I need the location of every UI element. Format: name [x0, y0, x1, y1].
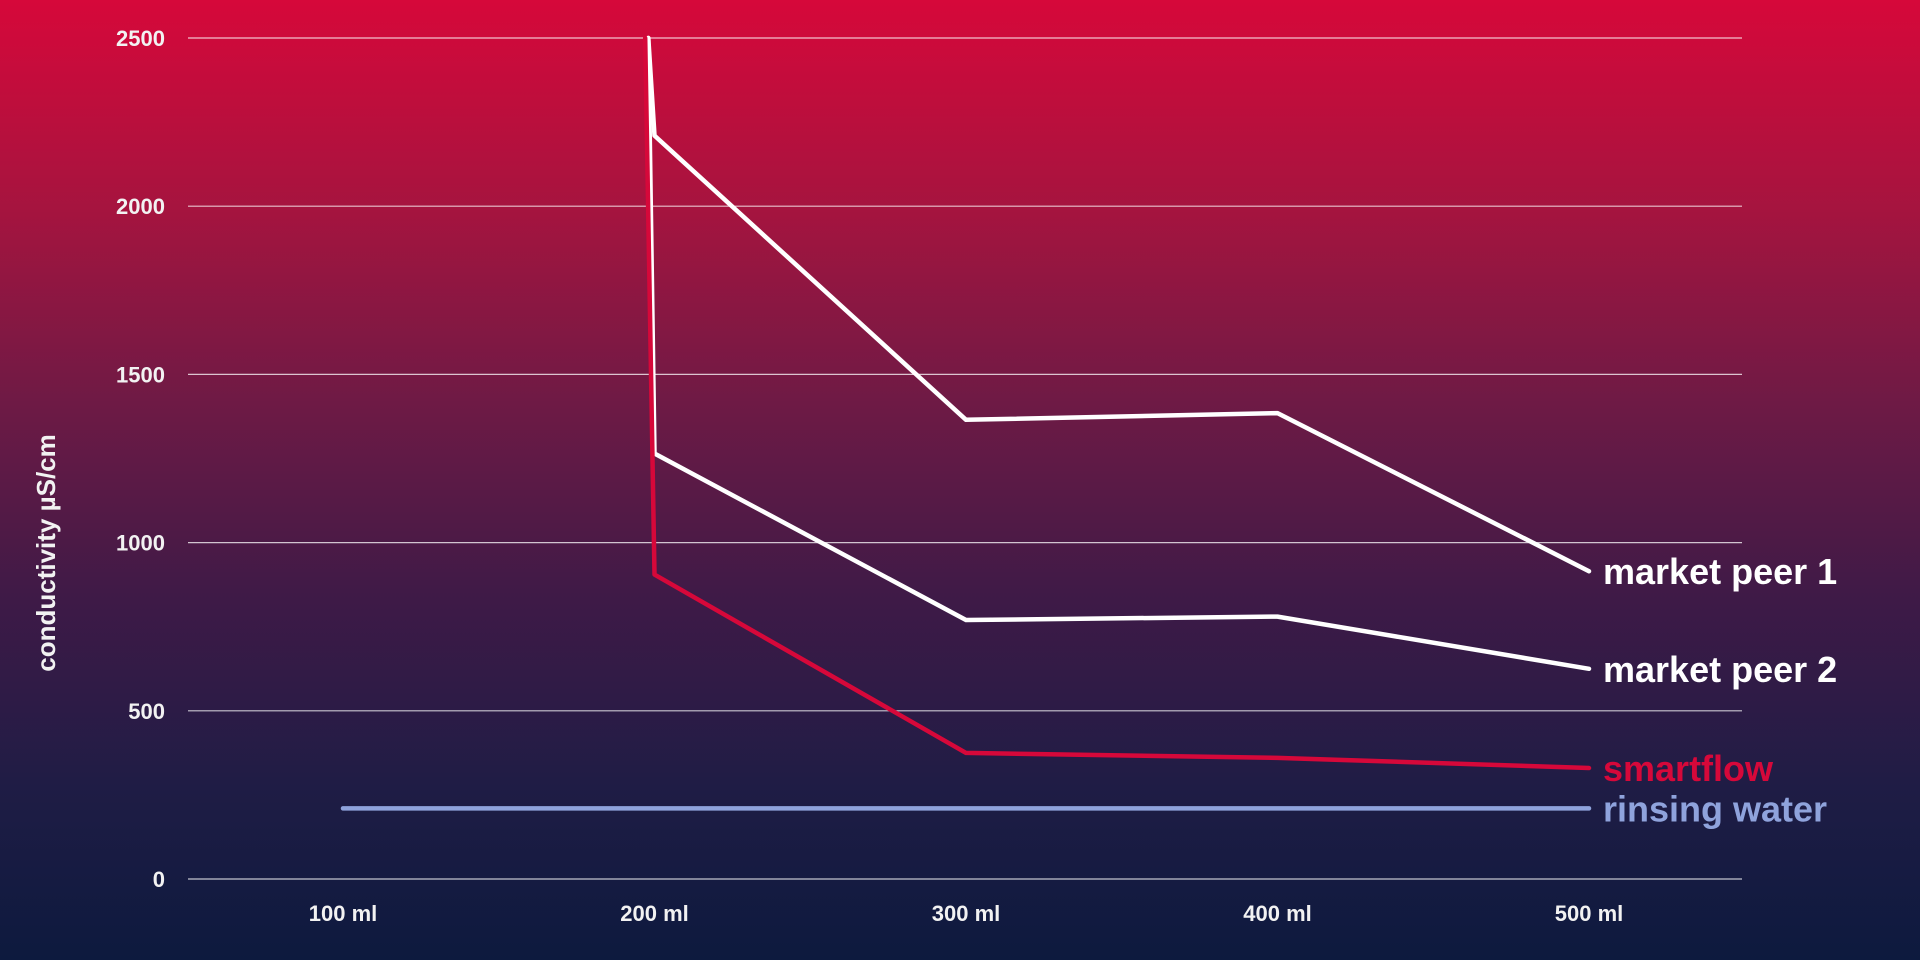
- series-label-smartflow: smartflow: [1603, 748, 1774, 789]
- series-labels: market peer 1 market peer 2 smartflowrinsi…: [1603, 551, 1837, 829]
- series-line-market-peer-2: [646, 35, 1592, 672]
- x-tick-label: 500 ml: [1555, 901, 1624, 926]
- x-tick-label: 200 ml: [620, 901, 689, 926]
- y-axis-title: conductivity µS/cm: [31, 434, 61, 671]
- y-tick-label: 0: [153, 867, 165, 892]
- x-tick-label: 400 ml: [1243, 901, 1312, 926]
- x-tick-label: 300 ml: [932, 901, 1001, 926]
- series-line-smartflow: [642, 35, 1592, 771]
- series-label-rinsing-water: rinsing water: [1603, 788, 1827, 829]
- y-tick-label: 2500: [116, 26, 165, 51]
- series-label-market-peer-1: market peer 1: [1603, 551, 1837, 592]
- series-label-market-peer-2: market peer 2: [1603, 649, 1837, 690]
- y-tick-labels: 0 500 1000 1500 2000 2500: [116, 26, 165, 892]
- series-line-market-peer-1: [646, 35, 1592, 574]
- y-tick-label: 2000: [116, 194, 165, 219]
- x-tick-labels: 100 ml 200 ml 300 ml 400 ml 500 ml: [309, 901, 1624, 926]
- y-tick-label: 1000: [116, 531, 165, 556]
- gridlines: [188, 37, 1742, 880]
- y-tick-label: 1500: [116, 362, 165, 387]
- y-tick-label: 500: [128, 699, 165, 724]
- x-tick-label: 100 ml: [309, 901, 378, 926]
- series-lines: [340, 35, 1592, 811]
